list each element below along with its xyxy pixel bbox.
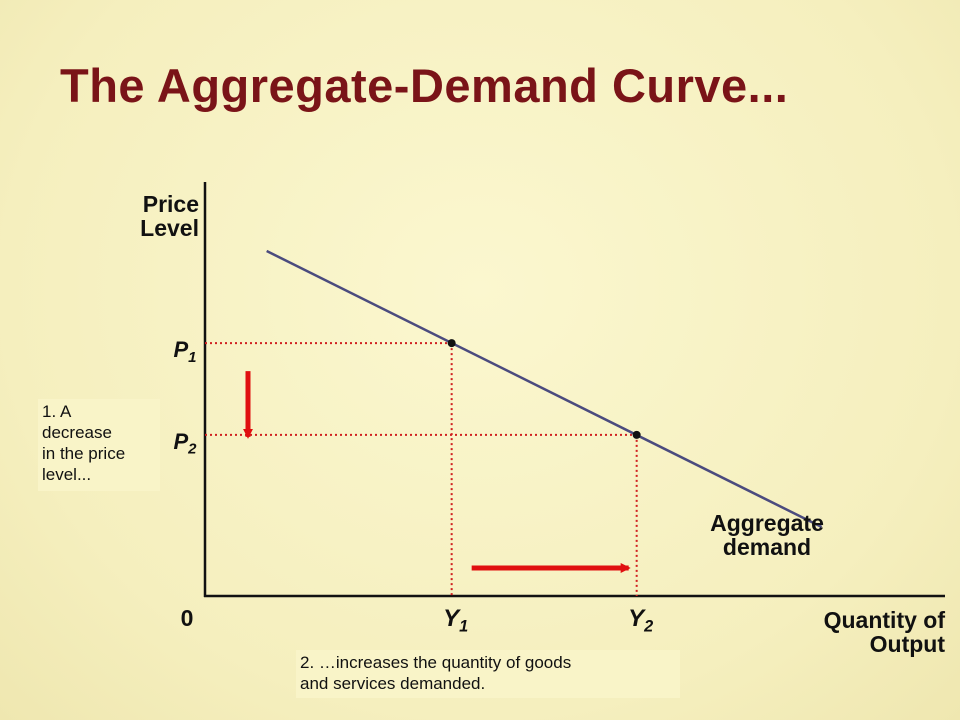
x-axis-label-line-1: Quantity of (824, 607, 946, 633)
x-axis-label-line-2: Output (870, 631, 946, 657)
origin-label: 0 (181, 605, 194, 631)
slide-title: The Aggregate-Demand Curve... (60, 59, 789, 112)
annotation-price-decrease-line-4: level... (42, 465, 92, 484)
annotation-price-decrease: 1. A decrease in the price level... (38, 399, 160, 491)
y-tick-label-1: P1 (173, 337, 196, 366)
annotation-quantity-increase: 2. …increases the quantity of goods and s… (296, 650, 680, 698)
series-label-line-2: demand (723, 534, 811, 560)
x-tick-label-2: Y2 (628, 605, 653, 635)
series-label-line-1: Aggregate (710, 510, 824, 536)
y-axis-label-line-1: Price (143, 191, 199, 217)
annotation-price-decrease-line-1: 1. A (42, 402, 72, 421)
annotation-price-decrease-line-2: decrease (42, 423, 112, 442)
x-tick-label-1: Y1 (443, 605, 468, 635)
annotation-quantity-increase-line-1: 2. …increases the quantity of goods (300, 653, 572, 672)
annotation-quantity-increase-line-2: and services demanded. (300, 674, 486, 693)
y-tick-label-2: P2 (173, 429, 197, 458)
annotation-price-decrease-line-3: in the price (42, 444, 126, 463)
demand-point-1 (447, 339, 456, 348)
y-axis-label-line-2: Level (140, 215, 199, 241)
demand-point-2 (632, 430, 641, 439)
aggregate-demand-curve (266, 249, 823, 529)
